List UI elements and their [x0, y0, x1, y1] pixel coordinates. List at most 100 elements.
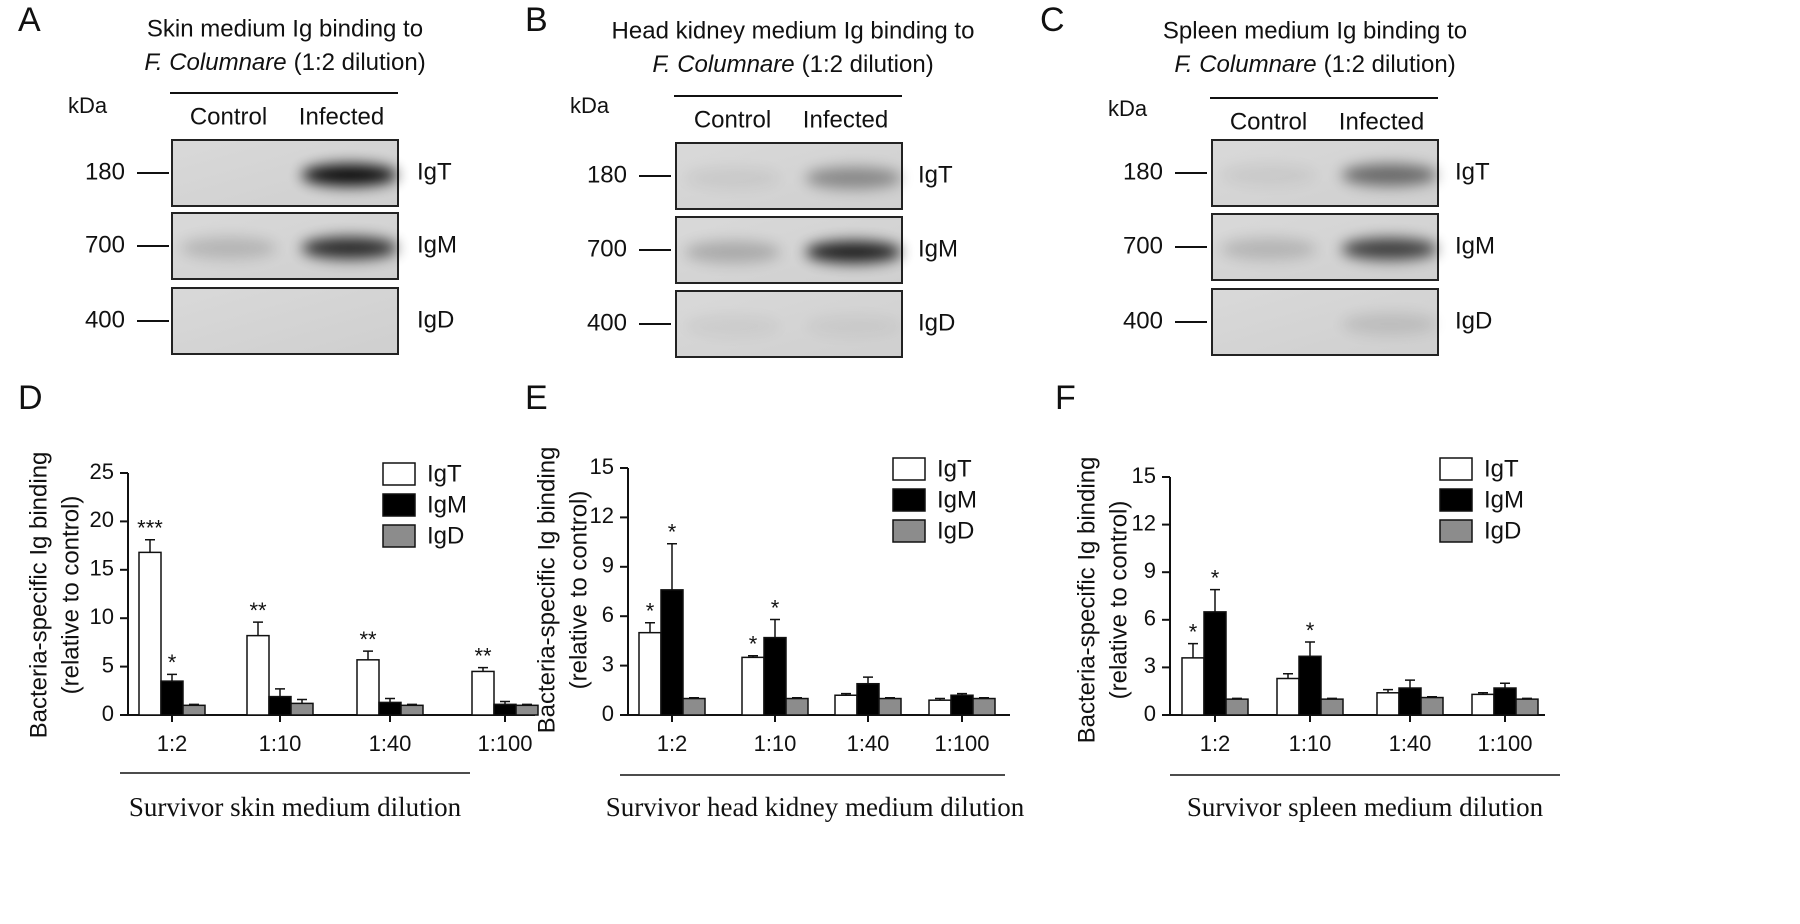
row-label: IgT	[417, 158, 452, 185]
bar	[1276, 677, 1300, 716]
bar	[493, 703, 517, 716]
significance-label: *	[771, 595, 780, 620]
x-tick-label: 1:10	[1289, 731, 1332, 756]
row-label: IgM	[1455, 232, 1495, 259]
unit-label: kDa	[68, 93, 108, 118]
blot-band	[301, 237, 398, 259]
bar	[763, 636, 787, 716]
dilution: (1:2 dilution)	[294, 49, 426, 76]
bar	[972, 697, 996, 716]
bar	[246, 634, 270, 716]
organism: F. Columnare	[144, 49, 286, 76]
error-bar	[189, 703, 199, 706]
y-axis-title: Bacteria-specific Ig binding	[25, 452, 52, 739]
bar	[138, 551, 162, 716]
marker-label: 180	[1123, 158, 1163, 185]
bar	[1376, 692, 1400, 716]
y-tick-label: 3	[602, 651, 614, 676]
dilution: (1:2 dilution)	[802, 51, 934, 78]
error-bar	[1305, 641, 1315, 657]
bar	[182, 704, 206, 716]
bar	[356, 659, 380, 716]
error-bar	[1427, 696, 1437, 698]
bar	[682, 697, 706, 716]
error-bar	[885, 696, 895, 699]
blot-band	[684, 315, 781, 337]
y-tick-label: 25	[90, 459, 114, 484]
bar	[878, 697, 902, 716]
bar	[1320, 698, 1344, 716]
error-bar	[689, 696, 699, 699]
blot-band	[301, 164, 398, 186]
bar	[1225, 698, 1249, 716]
x-tick-label: 1:40	[847, 731, 890, 756]
error-bar	[1232, 697, 1242, 700]
panel-label: F	[1055, 379, 1076, 417]
lane-label: Control	[694, 106, 771, 133]
error-bar	[275, 688, 285, 697]
blot-subtitle: F. Columnare (1:2 dilution)	[144, 49, 425, 76]
bar	[378, 701, 402, 716]
bar	[400, 704, 424, 716]
bar	[268, 695, 292, 716]
bar	[785, 697, 809, 716]
marker-label: 180	[85, 158, 125, 185]
blot-title: Head kidney medium Ig binding to	[612, 17, 975, 44]
row-label: IgM	[918, 235, 958, 262]
lane-label: Control	[1230, 108, 1307, 135]
y-tick-label: 9	[602, 553, 614, 578]
error-bar	[1210, 588, 1220, 612]
blot-title: Spleen medium Ig binding to	[1163, 17, 1467, 44]
blot-band	[1341, 313, 1438, 335]
blot-band	[805, 315, 902, 337]
bar	[1181, 657, 1205, 716]
row-label: IgD	[1455, 307, 1492, 334]
significance-label: *	[1306, 618, 1315, 643]
lane-label: Control	[190, 103, 267, 130]
legend-label: IgD	[937, 517, 974, 544]
bar	[1398, 687, 1422, 716]
error-bar	[253, 621, 263, 636]
y-axis-title: (relative to control)	[1105, 501, 1132, 700]
error-bar	[500, 700, 510, 705]
bar	[471, 670, 495, 716]
significance-label: **	[249, 598, 267, 623]
error-bar	[1283, 672, 1293, 679]
blot-band	[684, 241, 781, 263]
y-tick-label: 12	[1132, 510, 1156, 535]
y-tick-label: 12	[590, 503, 614, 528]
y-tick-label: 20	[90, 507, 114, 532]
significance-label: *	[168, 650, 177, 675]
y-axis-title: Bacteria-specific Ig binding	[1073, 457, 1100, 744]
row-label: IgT	[1455, 158, 1490, 185]
unit-label: kDa	[570, 93, 610, 118]
organism: F. Columnare	[652, 51, 794, 78]
marker-label: 180	[587, 161, 627, 188]
x-tick-label: 1:2	[157, 731, 188, 756]
significance-label: *	[1211, 565, 1220, 590]
legend-label: IgT	[427, 460, 462, 487]
error-bar	[1478, 692, 1488, 695]
blot-band	[1341, 164, 1438, 186]
error-bar	[863, 676, 873, 684]
x-axis-title: Survivor head kidney medium dilution	[606, 792, 1025, 822]
legend-swatch	[1439, 488, 1473, 512]
bar	[950, 694, 974, 716]
bar	[928, 699, 952, 716]
legend-label: IgT	[1484, 455, 1519, 482]
y-tick-label: 15	[590, 454, 614, 479]
y-tick-label: 3	[1144, 653, 1156, 678]
bar	[660, 589, 684, 716]
error-bar	[297, 698, 307, 704]
row-label: IgT	[918, 161, 953, 188]
bar	[834, 694, 858, 716]
marker-label: 400	[587, 309, 627, 336]
x-axis-title: Survivor skin medium dilution	[129, 792, 462, 822]
error-bar	[478, 666, 488, 672]
error-bar	[1405, 679, 1415, 689]
panel-label: E	[525, 379, 548, 417]
legend-swatch	[892, 457, 926, 481]
error-bar	[770, 618, 780, 638]
panel-label: B	[525, 1, 548, 39]
unit-label: kDa	[1108, 96, 1148, 121]
